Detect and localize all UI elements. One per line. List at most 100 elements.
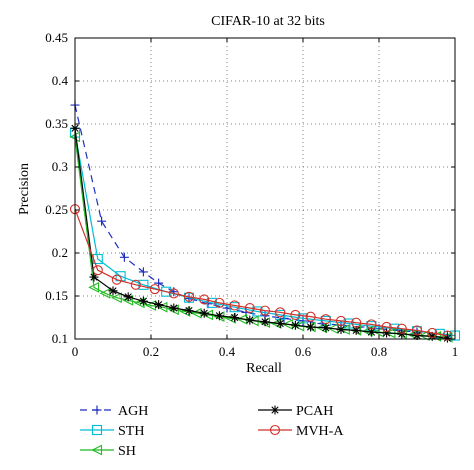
data-point-mvh-a [411, 325, 423, 336]
data-point-pcah [184, 306, 194, 316]
data-point-pcah [442, 333, 452, 343]
y-tick-label: 0.45 [45, 30, 68, 45]
y-tick-label: 0.15 [45, 288, 68, 303]
data-point-mvh-a [442, 330, 453, 341]
series-line-sth [74, 132, 456, 337]
data-point-pcah [214, 311, 224, 321]
data-point-mvh-a [92, 265, 103, 276]
data-point-pcah [230, 313, 240, 322]
data-point-pcah [397, 329, 407, 339]
y-tick-label: 0.35 [45, 116, 68, 131]
data-point-pcah [138, 296, 148, 306]
data-point-pcah [412, 331, 422, 341]
data-point-pcah [321, 323, 331, 333]
x-tick-label: 0 [72, 344, 79, 359]
data-point-pcah [306, 322, 316, 332]
x-tick-label: 0.8 [371, 344, 387, 359]
legend: AGH STH SH PCAH MVH-A [80, 404, 344, 459]
x-tick-label: 0.2 [143, 344, 159, 359]
x-axis-title: Recall [246, 361, 282, 376]
data-point-pcah [275, 319, 285, 329]
data-point-mvh-a [111, 274, 122, 285]
data-point-pcah [123, 292, 133, 302]
data-point-pcah [427, 331, 437, 341]
series-agh [70, 100, 452, 341]
data-point-mvh-a [275, 307, 286, 318]
legend-marker [91, 424, 103, 436]
data-point-mvh-a [381, 321, 392, 333]
data-point-sh [373, 326, 385, 338]
data-point-mvh-a [366, 319, 377, 330]
legend-label: STH [118, 424, 144, 439]
y-tick-label: 0.3 [52, 159, 68, 174]
series-mvh-a [69, 204, 453, 341]
data-point-sh [111, 292, 122, 304]
y-tick-label: 0.25 [45, 202, 68, 217]
plot-frame [74, 37, 456, 340]
y-tick-label: 0.4 [52, 73, 69, 88]
data-point-agh [119, 252, 129, 262]
data-point-mvh-a [168, 288, 179, 299]
data-point-pcah [108, 286, 118, 296]
data-point-mvh-a [427, 327, 438, 339]
data-point-mvh-a [229, 300, 240, 311]
legend-label: AGH [118, 404, 148, 419]
legend-item-mvh-a: MVH-A [258, 424, 344, 439]
data-point-pcah [154, 300, 164, 310]
data-point-mvh-a [351, 317, 362, 328]
data-point-mvh-a [320, 314, 331, 325]
data-point-pcah [382, 328, 392, 338]
data-point-mvh-a [199, 294, 210, 305]
data-point-pcah [351, 325, 361, 335]
legend-marker [92, 405, 102, 415]
data-point-mvh-a [396, 323, 407, 334]
y-axis-title: Precision [17, 163, 32, 215]
legend-item-sh: SH [80, 444, 136, 459]
data-point-pcah [89, 272, 99, 282]
data-point-mvh-a [335, 315, 347, 326]
data-point-mvh-a [244, 302, 255, 314]
data-point-mvh-a [214, 297, 225, 308]
data-point-mvh-a [290, 309, 301, 320]
chart-title: CIFAR-10 at 32 bits [211, 14, 325, 29]
data-point-pcah [169, 303, 179, 313]
grid-lines [75, 38, 455, 339]
data-point-agh [97, 216, 107, 226]
legend-item-agh: AGH [80, 404, 148, 419]
legend-item-pcah: PCAH [258, 404, 333, 419]
y-tick-label: 0.1 [52, 331, 68, 346]
data-point-pcah [245, 315, 255, 325]
data-point-pcah [199, 308, 209, 318]
legend-label: SH [118, 444, 136, 459]
data-point-sth [138, 279, 149, 290]
series-layer [69, 100, 461, 343]
legend-label: PCAH [296, 404, 333, 419]
y-tick-label: 0.2 [52, 245, 68, 260]
data-point-sth [161, 286, 172, 297]
data-point-mvh-a [305, 311, 316, 322]
data-point-pcah [290, 320, 300, 330]
data-point-sh [88, 282, 100, 293]
legend-marker [270, 405, 280, 415]
data-point-pcah [260, 317, 270, 327]
data-point-sh [418, 330, 430, 341]
x-tick-label: 0.4 [219, 344, 236, 359]
legend-marker [91, 444, 103, 456]
legend-item-sth: STH [80, 424, 144, 439]
legend-marker [269, 424, 281, 436]
x-tick-label: 0.6 [295, 344, 312, 359]
series-line-mvh-a [74, 208, 448, 337]
data-point-mvh-a [259, 305, 271, 316]
x-tick-label: 1 [452, 344, 459, 359]
data-point-mvh-a [183, 291, 195, 302]
data-point-agh [138, 267, 148, 277]
legend-label: MVH-A [296, 424, 344, 439]
data-point-mvh-a [130, 279, 141, 290]
series-sth [69, 127, 461, 341]
data-point-pcah [336, 325, 346, 335]
data-point-pcah [366, 327, 376, 337]
axis-ticks: 0 0.2 0.4 0.6 0.8 1 0.1 0.15 0.2 0.25 0.3 0.35 0.4 0.… [45, 30, 458, 359]
data-point-sth [343, 318, 354, 329]
series-pcah [70, 123, 452, 343]
